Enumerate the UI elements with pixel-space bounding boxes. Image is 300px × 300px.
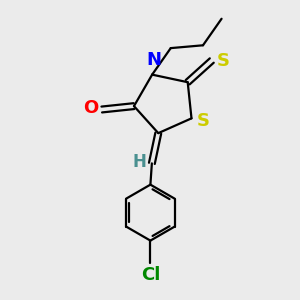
- Text: N: N: [146, 51, 161, 69]
- Text: S: S: [197, 112, 210, 130]
- Text: H: H: [132, 153, 146, 171]
- Text: S: S: [217, 52, 230, 70]
- Text: Cl: Cl: [141, 266, 160, 284]
- Text: O: O: [83, 99, 98, 117]
